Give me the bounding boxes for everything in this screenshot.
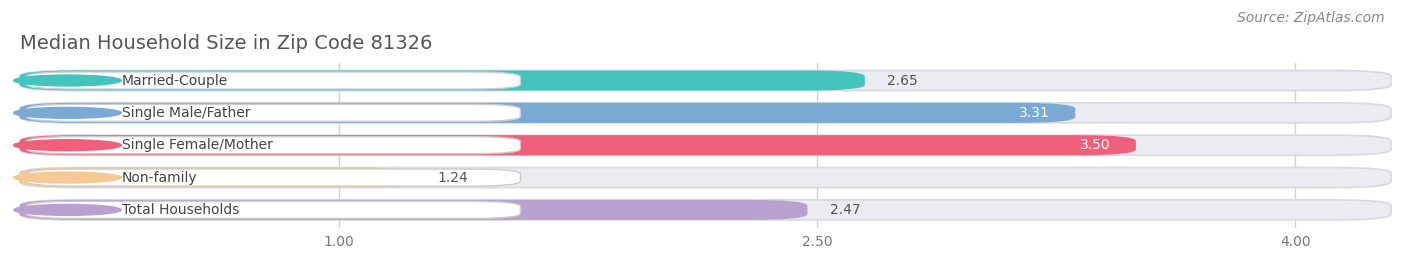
Circle shape	[14, 140, 121, 151]
Text: Married-Couple: Married-Couple	[122, 73, 228, 87]
Circle shape	[14, 107, 121, 118]
FancyBboxPatch shape	[20, 168, 1391, 187]
Text: Source: ZipAtlas.com: Source: ZipAtlas.com	[1237, 11, 1385, 25]
Text: Median Household Size in Zip Code 81326: Median Household Size in Zip Code 81326	[20, 34, 432, 53]
FancyBboxPatch shape	[20, 200, 807, 220]
FancyBboxPatch shape	[20, 168, 415, 187]
FancyBboxPatch shape	[20, 70, 865, 91]
FancyBboxPatch shape	[27, 201, 520, 218]
Text: Single Female/Mother: Single Female/Mother	[122, 138, 273, 152]
FancyBboxPatch shape	[20, 103, 1391, 123]
Text: Total Households: Total Households	[122, 203, 239, 217]
Text: 2.47: 2.47	[830, 203, 860, 217]
FancyBboxPatch shape	[27, 104, 520, 121]
FancyBboxPatch shape	[20, 135, 1391, 155]
FancyBboxPatch shape	[27, 137, 520, 154]
Text: 3.50: 3.50	[1080, 138, 1111, 152]
FancyBboxPatch shape	[20, 70, 1391, 91]
Text: 1.24: 1.24	[437, 171, 468, 185]
Text: Single Male/Father: Single Male/Father	[122, 106, 250, 120]
Text: Non-family: Non-family	[122, 171, 197, 185]
FancyBboxPatch shape	[20, 200, 1391, 220]
Circle shape	[14, 172, 121, 183]
FancyBboxPatch shape	[20, 103, 1076, 123]
Circle shape	[14, 75, 121, 86]
Text: 3.31: 3.31	[1019, 106, 1050, 120]
Text: 2.65: 2.65	[887, 73, 918, 87]
Circle shape	[14, 204, 121, 215]
FancyBboxPatch shape	[20, 135, 1136, 155]
FancyBboxPatch shape	[27, 72, 520, 89]
FancyBboxPatch shape	[27, 169, 520, 186]
